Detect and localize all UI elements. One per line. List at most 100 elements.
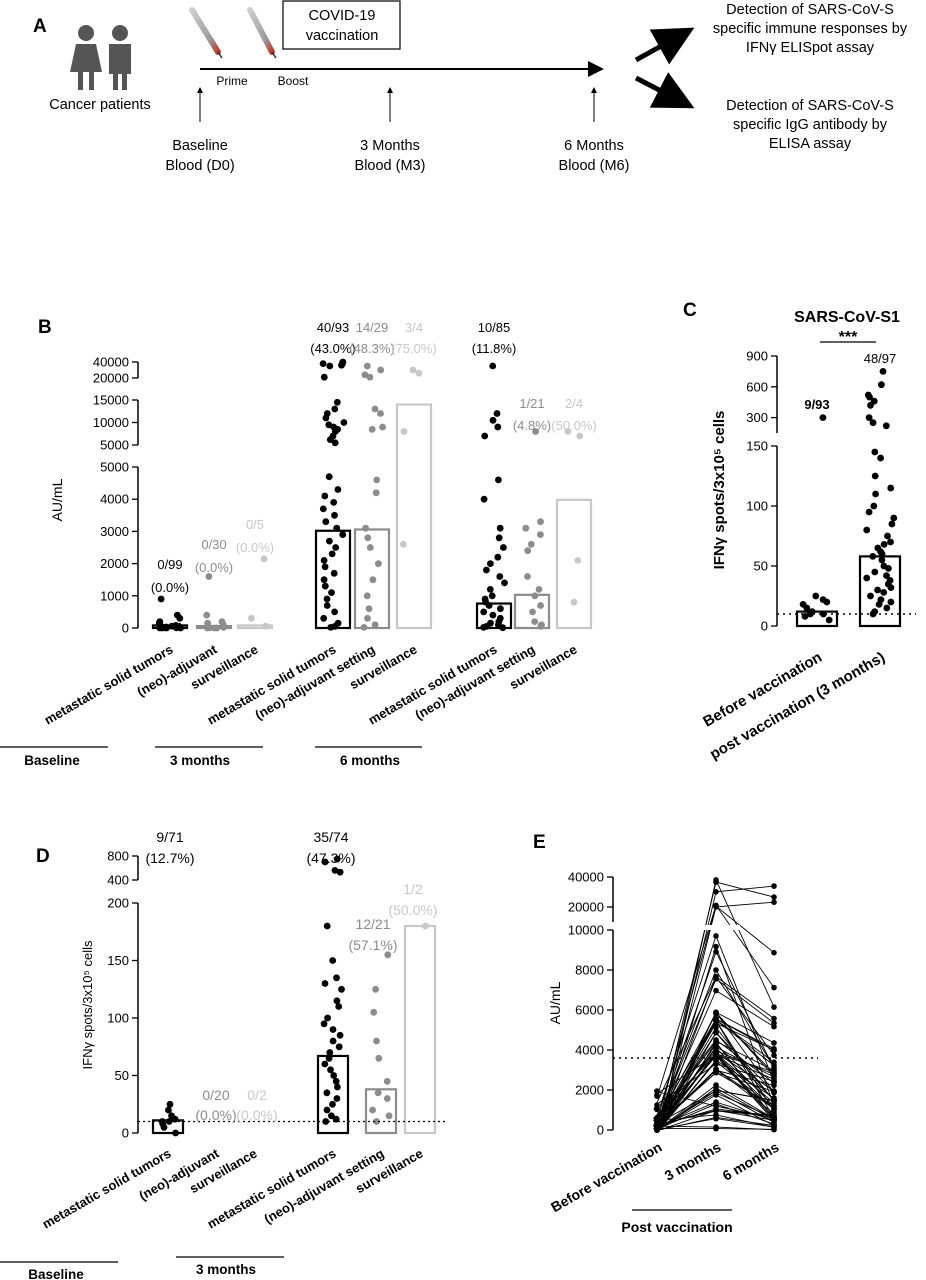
- panel-b-point: [400, 540, 407, 548]
- panel-c-point: [879, 368, 887, 375]
- panel-b-annotation-percent: (4.8%): [513, 418, 551, 433]
- panel-b-annotation-fraction: 2/4: [565, 396, 583, 411]
- panel-d-point: [385, 1112, 393, 1120]
- panel-c-point: [863, 526, 871, 534]
- panel-d-annotation-fraction: 35/74: [313, 829, 348, 845]
- panel-b-annotation-percent: (0.0%): [236, 540, 274, 555]
- prime-syringe-icon: [189, 7, 223, 59]
- panel-e-point: [771, 1052, 777, 1058]
- panel-d-group-label: Baseline: [28, 1267, 84, 1280]
- panel-c-point: [871, 568, 879, 576]
- panel-e-point: [713, 889, 719, 895]
- panel-b-annotation-percent: (0.0%): [151, 580, 189, 595]
- panel-b-point: [321, 492, 329, 500]
- elispot-line3: IFNγ ELISpot assay: [746, 40, 875, 56]
- panel-c-point: [823, 598, 831, 606]
- panel-d-annotation-percent: (12.7%): [145, 850, 194, 866]
- panel-d-point: [338, 985, 345, 993]
- timepoint-baseline-line2: Blood (D0): [165, 158, 234, 174]
- panel-d-point: [329, 1026, 337, 1033]
- panel-d-ylabel: IFNγ spots/3x10⁵ cells: [80, 940, 95, 1069]
- panel-d-point: [375, 1054, 383, 1062]
- panel-e-point: [654, 1102, 660, 1108]
- panel-b-point: [483, 566, 490, 574]
- panel-b-point: [332, 544, 340, 551]
- panel-b-point: [322, 414, 330, 422]
- panel-c-point: [887, 598, 895, 606]
- panel-c-y-tick-label: 900: [746, 349, 768, 364]
- elisa-line3: ELISA assay: [769, 136, 852, 152]
- panel-b-annotation-fraction: 0/30: [201, 537, 226, 552]
- panel-e-point: [713, 1112, 719, 1118]
- elispot-line2: specific immune responses by: [713, 21, 908, 37]
- panel-b-point: [339, 531, 347, 538]
- panel-e-y-tick-label: 40000: [568, 870, 604, 885]
- panel-d-annotation-percent: (50.0%): [388, 902, 437, 918]
- panel-b-annotation-percent: (50.0%): [551, 418, 597, 433]
- panel-b-point: [481, 432, 489, 440]
- panel-d-point: [166, 1100, 174, 1108]
- panel-b-group-label: 3 months: [170, 753, 230, 768]
- panel-b-point: [325, 473, 333, 481]
- panel-b-point: [328, 589, 335, 596]
- elisa-line1: Detection of SARS-CoV-S: [726, 98, 894, 114]
- panel-d-point: [321, 980, 329, 987]
- panel-c-y-tick-label: 600: [746, 379, 768, 394]
- panel-b-point: [409, 366, 417, 374]
- panel-e-chart: 0 2000 4000 6000 8000 10000 20000 40000 AU/mL Bef…: [547, 870, 818, 1235]
- panel-b-point: [220, 624, 228, 631]
- panel-b-annotation-fraction: 40/93: [317, 320, 350, 335]
- panel-b-point: [248, 614, 255, 622]
- panel-e-point: [771, 1065, 777, 1072]
- panel-b-point: [163, 624, 170, 632]
- panel-d-point: [374, 1089, 382, 1097]
- panel-e-point: [654, 1114, 660, 1121]
- panel-d-y-tick-label: 800: [107, 849, 129, 864]
- panel-d-point: [333, 1095, 341, 1102]
- panel-e-point: [713, 943, 719, 950]
- panel-e-point: [713, 976, 719, 982]
- panel-b-point: [564, 428, 572, 435]
- panel-b-point: [489, 362, 497, 370]
- panel-c-point: [867, 401, 874, 409]
- panel-e-y-tick-label: 10000: [568, 923, 604, 938]
- panel-b-group-label: Baseline: [24, 753, 80, 768]
- panel-b-point: [333, 524, 341, 532]
- panel-b-point: [377, 410, 384, 417]
- panel-b-point: [494, 553, 502, 561]
- panel-b-point: [494, 423, 502, 431]
- panel-e-category-label: 3 months: [662, 1139, 724, 1184]
- panel-e-point: [771, 1020, 777, 1026]
- panel-b-point: [320, 373, 328, 381]
- panel-c-point: [812, 592, 820, 600]
- panel-b-point: [366, 373, 374, 381]
- panel-d-point: [333, 997, 341, 1005]
- panel-b-chart: 0 1000 2000 3000 4000 5000 5000 10000 15000 20000…: [0, 320, 597, 768]
- panel-c-letter: C: [683, 300, 697, 321]
- panel-b-point: [537, 531, 544, 538]
- panel-b-point: [327, 624, 335, 631]
- panel-e-y-tick-label: 8000: [575, 963, 604, 978]
- panel-d-point: [165, 1106, 172, 1114]
- panel-d-point: [383, 1077, 391, 1085]
- panel-c-point: [803, 604, 811, 612]
- panel-e-point: [713, 1082, 719, 1088]
- panel-d-point: [327, 1066, 334, 1074]
- panel-c-ylabel: IFNγ spots/3x10⁵ cells: [711, 411, 728, 570]
- patients-label: Cancer patients: [49, 97, 151, 113]
- panel-c-point: [806, 610, 814, 618]
- timepoint-baseline-line1: Baseline: [172, 138, 228, 154]
- panel-c-point: [882, 422, 890, 430]
- panel-e-point: [771, 1059, 777, 1065]
- panel-e-point: [713, 903, 719, 909]
- panel-d-bar: [364, 1088, 398, 1135]
- panel-c-point: [883, 604, 891, 612]
- panel-b-y-tick-label: 5000: [100, 438, 129, 453]
- panel-b-point: [260, 555, 268, 563]
- panel-e-point: [771, 1089, 777, 1096]
- panel-c-point: [875, 601, 883, 608]
- panel-b-point: [537, 602, 544, 609]
- panel-b-y-tick-label: 40000: [93, 355, 129, 370]
- panel-c-point: [863, 574, 871, 582]
- panel-c-point: [801, 613, 809, 620]
